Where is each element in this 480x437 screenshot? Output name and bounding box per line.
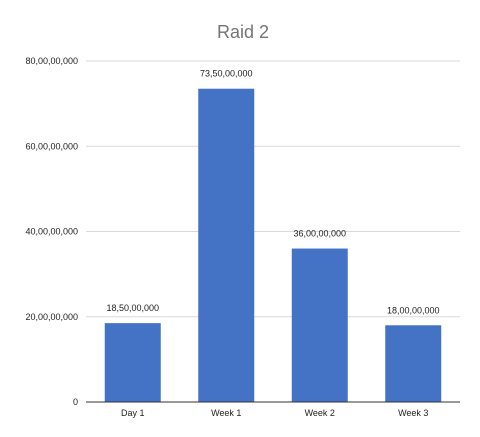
x-tick-label: Week 2: [305, 408, 335, 418]
data-label: 36,00,00,000: [293, 229, 346, 239]
data-label: 18,50,00,000: [106, 303, 159, 313]
chart-title: Raid 2: [217, 22, 269, 42]
bar: [385, 325, 442, 402]
x-tick-label: Day 1: [121, 408, 145, 418]
y-tick-label: 60,00,00,000: [25, 141, 78, 151]
data-label: 73,50,00,000: [200, 69, 253, 79]
data-labels: 18,50,00,000 73,50,00,000 36,00,00,000 18,0…: [106, 69, 439, 316]
bar: [291, 248, 348, 402]
x-axis-ticks: Day 1 Week 1 Week 2 Week 3: [121, 408, 428, 418]
y-tick-label: 20,00,00,000: [25, 312, 78, 322]
bar: [198, 88, 255, 403]
y-tick-label: 80,00,00,000: [25, 56, 78, 66]
y-axis-ticks: 0 20,00,00,000 40,00,00,000 60,00,00,000 80,…: [25, 56, 78, 407]
bars: [104, 88, 442, 403]
x-tick-label: Week 1: [211, 408, 241, 418]
x-tick-label: Week 3: [398, 408, 428, 418]
gridlines: [86, 60, 460, 318]
bar: [104, 323, 161, 402]
data-label: 18,00,00,000: [387, 305, 440, 315]
y-tick-label: 40,00,00,000: [25, 227, 78, 237]
y-tick-label: 0: [73, 397, 78, 407]
